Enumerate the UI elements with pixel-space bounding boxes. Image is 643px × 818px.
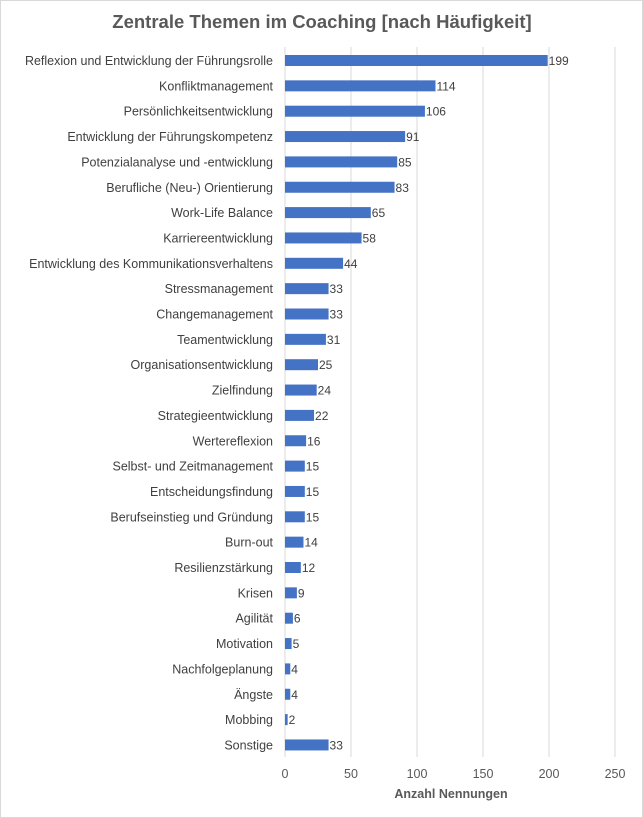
data-label: 31: [327, 333, 341, 347]
data-label: 106: [426, 105, 446, 119]
x-tick-label: 150: [473, 767, 494, 781]
bar: [285, 333, 326, 345]
bar: [285, 105, 425, 117]
bar: [285, 536, 304, 548]
bar: [285, 207, 371, 219]
bar: [285, 688, 291, 700]
x-axis-title: Anzahl Nennungen: [394, 787, 507, 801]
category-labels: Reflexion und Entwicklung der Führungsro…: [25, 54, 274, 752]
data-label: 44: [344, 257, 358, 271]
bar: [285, 131, 406, 143]
category-label: Persönlichkeitsentwicklung: [124, 105, 273, 119]
bar: [285, 460, 305, 472]
bar: [285, 308, 329, 320]
bar: [285, 80, 436, 92]
bar: [285, 739, 329, 751]
bar: [285, 181, 395, 193]
bar: [285, 587, 297, 599]
data-label: 33: [330, 308, 344, 322]
category-label: Berufseinstieg und Gründung: [110, 510, 273, 524]
category-label: Burn-out: [225, 536, 273, 550]
bar: [285, 562, 301, 573]
data-label: 91: [406, 130, 420, 144]
category-label: Ängste: [234, 688, 273, 702]
category-label: Berufliche (Neu-) Orientierung: [106, 181, 273, 195]
category-label: Mobbing: [225, 713, 273, 727]
category-label: Selbst- und Zeitmanagement: [112, 460, 273, 474]
category-label: Reflexion und Entwicklung der Führungsro…: [25, 54, 273, 68]
x-tick-label: 50: [344, 767, 358, 781]
data-label: 24: [318, 384, 332, 398]
data-label: 15: [306, 460, 320, 474]
category-label: Strategieentwicklung: [158, 409, 273, 423]
data-label: 33: [330, 282, 344, 296]
category-label: Sonstige: [224, 738, 273, 752]
x-tick-label: 200: [539, 767, 560, 781]
data-label: 15: [306, 485, 320, 499]
bar: [285, 359, 318, 371]
x-tick-label: 100: [407, 767, 428, 781]
data-label: 4: [291, 688, 298, 702]
category-label: Zielfindung: [212, 384, 273, 398]
data-label: 65: [372, 206, 386, 220]
data-label: 85: [398, 155, 412, 169]
data-label: 199: [549, 54, 569, 68]
bar: [285, 409, 315, 421]
category-label: Krisen: [238, 586, 273, 600]
category-label: Changemanagement: [156, 308, 273, 322]
data-label: 9: [298, 586, 305, 600]
bar: [285, 663, 291, 675]
category-label: Nachfolgeplanung: [172, 662, 273, 676]
category-label: Work-Life Balance: [171, 206, 273, 220]
data-labels: 1991141069185836558443333312524221615151…: [289, 54, 569, 752]
category-label: Teamentwicklung: [177, 333, 273, 347]
data-label: 4: [291, 662, 298, 676]
bar: [285, 55, 548, 66]
bar: [285, 485, 305, 497]
x-axis-ticks: 0 50 100 150 200 250: [282, 767, 626, 781]
data-label: 15: [306, 510, 320, 524]
bars: [285, 55, 548, 751]
data-label: 22: [315, 409, 329, 423]
category-label: Entscheidungsfindung: [150, 485, 273, 499]
bar: [285, 638, 292, 650]
bar: [285, 257, 344, 269]
data-label: 12: [302, 561, 316, 575]
data-label: 5: [293, 637, 300, 651]
data-label: 114: [436, 79, 455, 93]
gridlines: [284, 47, 616, 757]
category-label: Stressmanagement: [165, 282, 274, 296]
x-tick-label: 250: [605, 767, 626, 781]
category-label: Entwicklung der Führungskompetenz: [67, 130, 273, 144]
bar: [285, 232, 362, 244]
bar: [285, 435, 307, 447]
bar: [285, 283, 329, 295]
data-label: 58: [363, 231, 377, 245]
data-label: 6: [294, 612, 301, 626]
category-label: Resilienzstärkung: [174, 561, 273, 575]
category-label: Organisationsentwicklung: [131, 358, 273, 372]
category-label: Agilität: [235, 612, 273, 626]
data-label: 14: [304, 536, 318, 550]
bar: [285, 511, 305, 523]
data-label: 16: [307, 434, 321, 448]
bar: [285, 384, 317, 396]
data-label: 2: [289, 713, 296, 727]
category-label: Wertereflexion: [193, 434, 273, 448]
chart-title: Zentrale Themen im Coaching [nach Häufig…: [112, 11, 531, 32]
data-label: 25: [319, 358, 333, 372]
category-label: Konfliktmanagement: [159, 79, 273, 93]
data-label: 83: [396, 181, 410, 195]
bar: [285, 714, 288, 726]
bar: [285, 612, 293, 624]
x-tick-label: 0: [282, 767, 289, 781]
bar: [285, 156, 398, 168]
category-label: Karriereentwicklung: [163, 231, 273, 245]
category-label: Potenzialanalyse und -entwicklung: [81, 155, 273, 169]
category-label: Entwicklung des Kommunikationsverhaltens: [29, 257, 273, 271]
category-label: Motivation: [216, 637, 273, 651]
data-label: 33: [330, 738, 344, 752]
